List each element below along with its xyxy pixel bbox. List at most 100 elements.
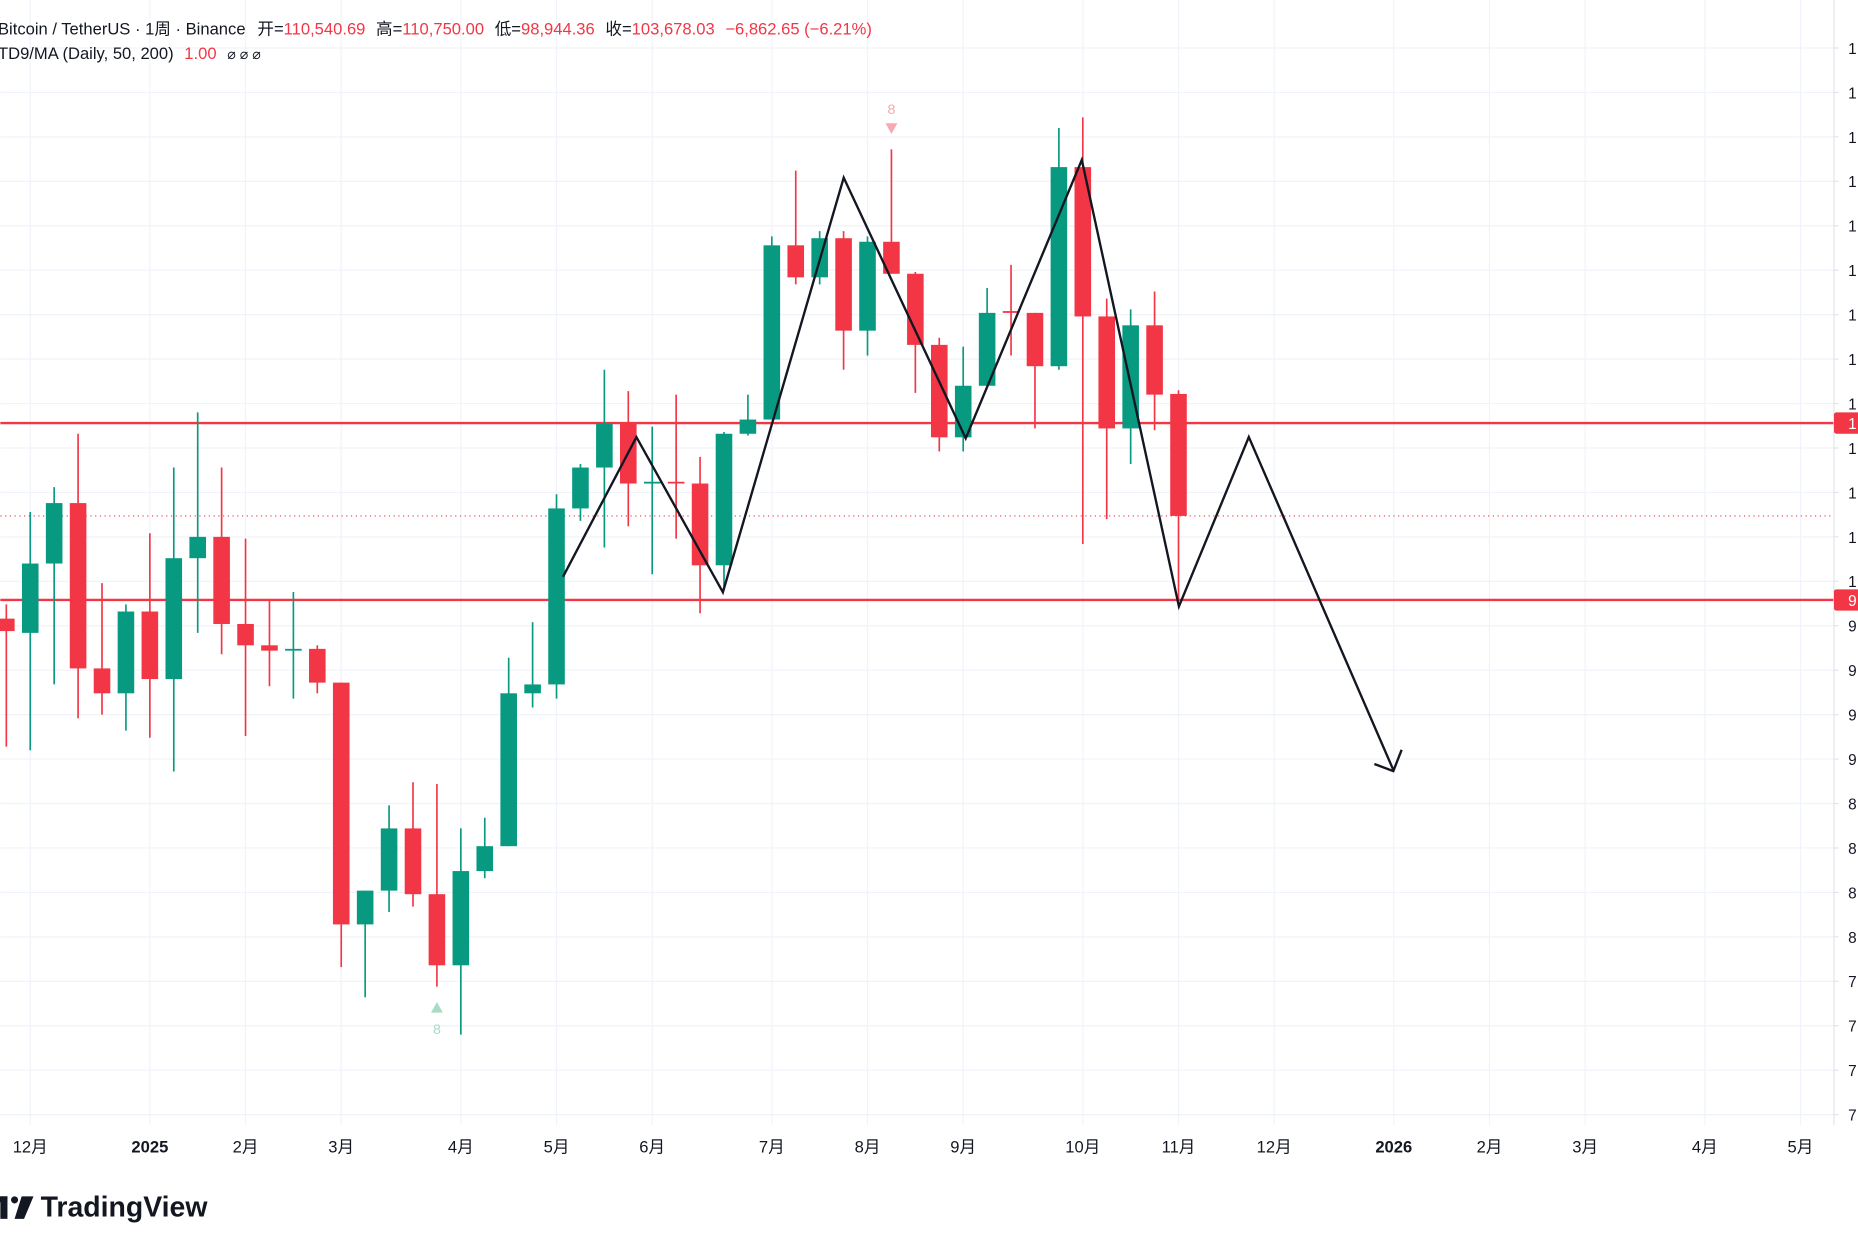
- candle-body: [21, 563, 39, 633]
- y-tick-label: 9: [1848, 708, 1857, 725]
- y-tick-label: 7: [1848, 1063, 1857, 1080]
- grid-layer: [0, 0, 1834, 1126]
- ohlc-label: 开=: [257, 19, 283, 38]
- candle-body: [189, 536, 206, 559]
- level-label-box: [1833, 589, 1858, 611]
- y-tick-label: 1: [1848, 174, 1857, 191]
- arrow-head: [1373, 749, 1403, 773]
- drawn-zigzag: [561, 155, 1395, 771]
- y-tick-label: 1: [1848, 130, 1857, 147]
- level-label: 9: [1848, 593, 1857, 610]
- candle-body: [930, 344, 948, 438]
- x-tick-label: 2月: [1477, 1138, 1503, 1157]
- candle-body: [452, 871, 470, 966]
- y-tick-label: 1: [1848, 352, 1857, 369]
- y-tick-label: 8: [1848, 930, 1857, 947]
- x-tick-label: 4月: [448, 1138, 474, 1157]
- candle-body: [165, 558, 183, 680]
- x-tick-label: 2026: [1375, 1138, 1412, 1157]
- y-tick-label: 1: [1848, 263, 1857, 280]
- candle-body: [643, 481, 661, 484]
- logo-part: [14, 1196, 34, 1219]
- candle-body: [907, 273, 924, 345]
- symbol-title: Bitcoin / TetherUS · 1周 · Binance: [0, 19, 246, 38]
- candle-body: [859, 241, 876, 331]
- td-marker: [430, 1002, 443, 1013]
- y-tick-label: 1: [1848, 441, 1857, 458]
- y-tick-label: 1: [1848, 41, 1857, 58]
- x-tick-label: 2月: [233, 1138, 259, 1157]
- x-tick-label: 9月: [950, 1138, 976, 1157]
- level-label-box: [1833, 412, 1858, 434]
- y-tick-label: 8: [1848, 841, 1857, 858]
- candle-body: [763, 245, 781, 420]
- candle-body: [548, 508, 565, 685]
- ohlc-label: 收=: [605, 19, 631, 38]
- y-tick-label: 1: [1848, 574, 1857, 591]
- x-tick-label: 3月: [1572, 1138, 1598, 1157]
- y-tick-label: 1: [1848, 530, 1857, 547]
- y-tick-label: 9: [1848, 752, 1857, 769]
- x-tick-label: 4月: [1692, 1138, 1718, 1157]
- legend-row: TD9/MA (Daily, 50, 200) 1.00 ⌀ ⌀ ⌀: [0, 44, 261, 63]
- y-tick-label: 1: [1848, 396, 1857, 413]
- x-tick-label: 6月: [639, 1138, 665, 1157]
- x-tick-label: 10月: [1065, 1138, 1100, 1157]
- candle-body: [141, 611, 159, 680]
- td-label: 8: [887, 102, 895, 118]
- x-tick-label: 7月: [759, 1138, 785, 1157]
- candle-body: [45, 503, 63, 564]
- logo-part: [0, 1196, 8, 1219]
- candle-body: [1170, 393, 1187, 516]
- legend-row: Bitcoin / TetherUS · 1周 · Binance 开=110,5…: [0, 19, 872, 38]
- overlay-layer: 88: [0, 102, 1834, 1038]
- candle-body: [117, 611, 135, 694]
- x-tick-label: 5月: [544, 1138, 570, 1157]
- indicator-icons: ⌀ ⌀ ⌀: [227, 47, 261, 63]
- candle-body: [356, 890, 374, 925]
- y-tick-label: 8: [1848, 796, 1857, 813]
- candle-body: [978, 312, 996, 386]
- y-tick-label: 1: [1848, 219, 1857, 236]
- td-marker: [885, 123, 898, 134]
- candle-body: [835, 238, 852, 331]
- x-tick-label: 11月: [1162, 1138, 1196, 1157]
- candle-body: [261, 645, 278, 651]
- candle-body: [237, 623, 254, 646]
- ohlc-value: 110,750.00: [402, 19, 484, 38]
- candle-body: [93, 668, 111, 694]
- candle-body: [309, 648, 326, 683]
- candle-body: [1146, 325, 1163, 395]
- ohlc-value: 98,944.36: [521, 19, 595, 38]
- candle-body: [1050, 167, 1068, 367]
- y-tick-label: 9: [1848, 663, 1857, 680]
- ohlc-label: 高=: [376, 19, 402, 38]
- x-tick-label: 12月: [1257, 1138, 1292, 1157]
- y-tick-label: 7: [1848, 974, 1857, 991]
- y-tick-label: 1: [1848, 85, 1857, 102]
- y-tick-label: 1: [1848, 485, 1857, 502]
- candle-body: [428, 894, 446, 966]
- candle-body: [332, 682, 350, 925]
- x-tick-label: 3月: [328, 1138, 354, 1157]
- x-tick-label: 5月: [1788, 1138, 1814, 1157]
- y-tick-label: 7: [1848, 1108, 1857, 1125]
- candle-body: [69, 503, 87, 669]
- candle-body: [0, 618, 15, 632]
- td-label: 8: [433, 1022, 441, 1038]
- candle-body: [524, 684, 541, 694]
- candle-body: [596, 423, 613, 468]
- header: Bitcoin / TetherUS · 1周 · Binance 开=110,5…: [0, 19, 872, 63]
- y-tick-label: 8: [1848, 885, 1857, 902]
- candle-body: [285, 648, 302, 651]
- candle-body: [404, 828, 422, 895]
- candle-body: [1026, 312, 1044, 367]
- candle-body: [787, 245, 805, 278]
- candle-body: [1098, 316, 1116, 429]
- candle-body: [380, 828, 398, 891]
- ohlc-value: 110,540.69: [284, 19, 366, 38]
